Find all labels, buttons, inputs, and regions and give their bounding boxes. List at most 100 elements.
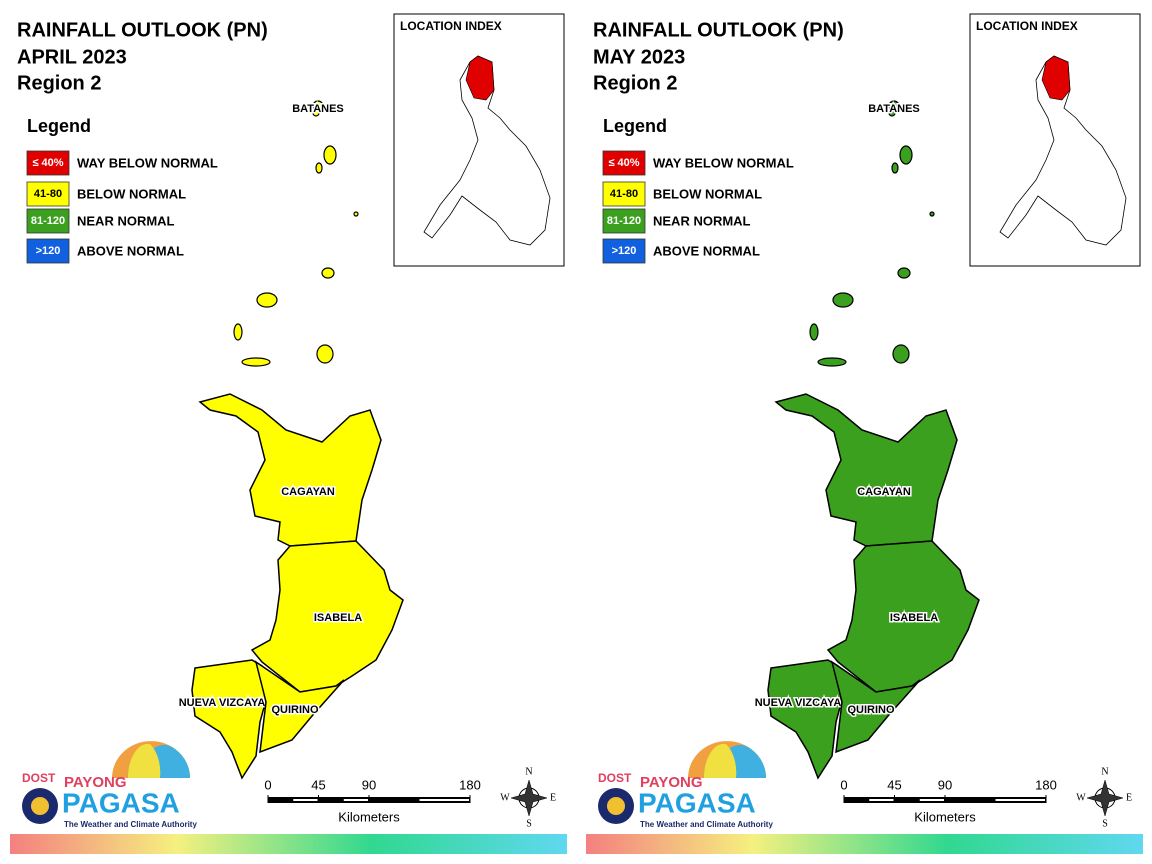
compass-n: N: [525, 766, 532, 777]
legend-swatch: [602, 181, 646, 207]
legend-swatch: [26, 181, 70, 207]
island: [892, 344, 910, 364]
legend-swatch: [26, 208, 70, 234]
province-label: ISABELA: [890, 612, 938, 624]
legend-title: Legend: [27, 116, 91, 136]
scale-tick-label: 45: [887, 777, 901, 792]
panel: RAINFALL OUTLOOK (PN) MAY 2023 Region 2 Leg…: [586, 13, 1143, 854]
index-country: [999, 55, 1127, 246]
logo-tagline: The Weather and Climate Authority: [64, 820, 197, 829]
logo-pagasa: PAGASA: [638, 787, 756, 818]
legend-code: >120: [612, 245, 637, 257]
province: [830, 660, 921, 754]
island: [897, 267, 911, 279]
island: [817, 357, 847, 367]
province-label: QUIRINO: [847, 704, 895, 716]
province-label: BATANES: [292, 103, 344, 115]
island: [888, 109, 896, 117]
compass-star: [510, 779, 548, 817]
island: [353, 211, 359, 217]
province-label: CAGAYAN: [857, 486, 911, 498]
scale-segment: [343, 799, 368, 801]
legend-label: ABOVE NORMAL: [653, 243, 760, 258]
scale-tick-label: 180: [1035, 777, 1057, 792]
map-region: Region 2: [17, 72, 101, 94]
legend-swatch: [602, 208, 646, 234]
map-month: MAY 2023: [593, 46, 685, 68]
island: [256, 292, 278, 308]
index-region: [1041, 55, 1071, 101]
legend-swatch: [26, 238, 70, 264]
island: [891, 162, 899, 174]
compass-e: E: [1126, 792, 1132, 803]
logo-payong: PAYONG: [64, 774, 127, 791]
scale-tick-label: 90: [362, 777, 376, 792]
legend-code: >120: [36, 245, 61, 257]
island: [312, 109, 320, 117]
legend-code: 41-80: [610, 188, 638, 200]
bottom-band: [586, 834, 1143, 854]
legend-label: NEAR NORMAL: [653, 213, 751, 228]
legend-code: ≤ 40%: [32, 157, 63, 169]
island: [321, 267, 335, 279]
scale-tick-label: 90: [938, 777, 952, 792]
legend-label: ABOVE NORMAL: [77, 243, 184, 258]
map-region: Region 2: [593, 72, 677, 94]
scale-unit: Kilometers: [338, 809, 400, 824]
index-country: [423, 55, 551, 246]
province: [767, 659, 843, 780]
scale-tick-label: 0: [840, 777, 847, 792]
scale-segment: [293, 799, 318, 801]
scale-tick-label: 0: [264, 777, 271, 792]
compass-w: W: [500, 792, 510, 803]
logo-dost: DOST: [598, 771, 632, 785]
province: [254, 660, 345, 754]
map-title: RAINFALL OUTLOOK (PN): [593, 19, 844, 41]
legend-title: Legend: [603, 116, 667, 136]
logo-umbrella-c: [127, 743, 161, 778]
index-title: LOCATION INDEX: [400, 19, 502, 33]
logo-payong: PAYONG: [640, 774, 703, 791]
legend-label: WAY BELOW NORMAL: [653, 155, 794, 170]
scale-segment: [419, 799, 469, 801]
compass-s: S: [1102, 818, 1108, 829]
province: [191, 659, 267, 780]
bottom-band: [10, 834, 567, 854]
map-month: APRIL 2023: [17, 46, 127, 68]
legend-label: BELOW NORMAL: [77, 186, 186, 201]
island: [899, 145, 913, 165]
index-title: LOCATION INDEX: [976, 19, 1078, 33]
island: [323, 145, 337, 165]
legend-swatch: [602, 150, 646, 176]
scale-tick-label: 180: [459, 777, 481, 792]
legend-swatch: [26, 150, 70, 176]
province-label: BATANES: [868, 103, 920, 115]
logo-seal-inner: [607, 797, 625, 815]
province: [774, 393, 958, 547]
compass-s: S: [526, 818, 532, 829]
island: [233, 323, 243, 341]
province-label: ISABELA: [314, 612, 362, 624]
scale-segment: [919, 799, 944, 801]
island: [832, 292, 854, 308]
legend-swatch: [602, 238, 646, 264]
province-label: NUEVA VIZCAYA: [755, 697, 842, 709]
logo-pagasa: PAGASA: [62, 787, 180, 818]
scale-segment: [869, 799, 894, 801]
island: [929, 211, 935, 217]
island: [809, 323, 819, 341]
scale-segment: [995, 799, 1045, 801]
compass-e: E: [550, 792, 556, 803]
legend-label: NEAR NORMAL: [77, 213, 175, 228]
legend-label: WAY BELOW NORMAL: [77, 155, 218, 170]
compass-star: [1086, 779, 1124, 817]
legend-code: 41-80: [34, 188, 62, 200]
logo-umbrella-c: [703, 743, 737, 778]
scale-tick-label: 45: [311, 777, 325, 792]
compass-n: N: [1101, 766, 1108, 777]
island: [315, 162, 323, 174]
island: [241, 357, 271, 367]
province-label: QUIRINO: [271, 704, 319, 716]
compass-w: W: [1076, 792, 1086, 803]
